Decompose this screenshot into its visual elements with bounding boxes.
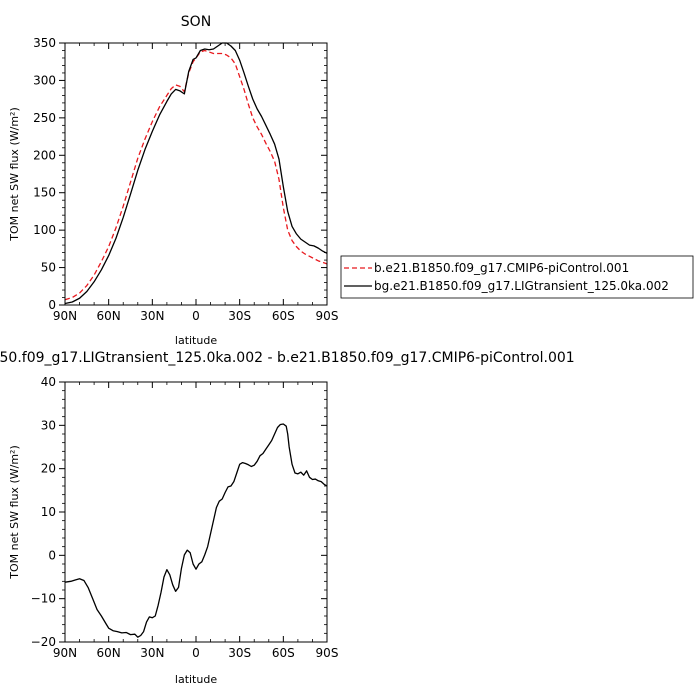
chart-bottom-ytick-label: 10 — [41, 505, 56, 519]
chart-bottom-xlabel: latitude — [175, 673, 217, 686]
chart-bottom-ytick-label: 40 — [41, 375, 56, 389]
chart-top-tick-labels: 90N 60N 30N 0 30S 60S 90S 0 50 100 150 200 250 300 350 — [33, 36, 338, 323]
chart-bottom-tick-labels: 90N 60N 30N 0 30S 60S 90S −20 −10 0 10 20 30 40 — [31, 375, 339, 660]
chart-top-xtick-label: 0 — [192, 309, 200, 323]
chart-bottom-xtick-label: 30S — [228, 646, 251, 660]
chart-bottom-xtick-label: 30N — [140, 646, 164, 660]
chart-bottom-lines — [64, 423, 328, 638]
chart-bottom-xtick-label: 0 — [192, 646, 200, 660]
chart-top-frame — [64, 42, 328, 306]
legend-box — [340, 255, 694, 299]
chart-top-xtick-label: 60N — [97, 309, 121, 323]
chart-bottom-xtick-label: 90N — [53, 646, 77, 660]
chart-top-xtick-label: 30S — [228, 309, 251, 323]
legend-label-lig-transient: bg.e21.B1850.f09_g17.LIGtransient_125.0k… — [374, 279, 669, 293]
chart-top-series-0-line — [64, 49, 328, 301]
chart-top-ytick-label: 50 — [41, 261, 56, 275]
chart-bottom-xtick-label: 60N — [97, 646, 121, 660]
chart-top-xtick-label: 30N — [140, 309, 164, 323]
legend: b.e21.B1850.f09_g17.CMIP6-piControl.001 … — [340, 255, 694, 299]
chart-top-ytick-label: 300 — [33, 73, 56, 87]
chart-top-ytick-label: 150 — [33, 186, 56, 200]
chart-top-xtick-label: 90S — [316, 309, 339, 323]
chart-bottom-ticks — [59, 381, 328, 643]
chart-top-ytick-label: 350 — [33, 36, 56, 50]
chart-bottom-ytick-label: 30 — [41, 418, 56, 432]
chart-top-xtick-label: 60S — [272, 309, 295, 323]
chart-top-ytick-label: 250 — [33, 111, 56, 125]
chart-top-ylabel: TOM net SW flux (W/m²) — [8, 107, 21, 241]
chart-top-lines — [64, 42, 328, 305]
legend-label-pi-control: b.e21.B1850.f09_g17.CMIP6-piControl.001 — [374, 261, 629, 275]
chart-top-ytick-label: 100 — [33, 223, 56, 237]
chart-top-series-1-line — [64, 42, 328, 305]
chart-top-ytick-label: 0 — [48, 298, 56, 312]
chart-bottom-xtick-label: 90S — [316, 646, 339, 660]
chart-top-title: SON — [181, 14, 211, 30]
chart-bottom-ytick-label: 0 — [48, 548, 56, 562]
chart-bottom: bg.e21.B1850.f09_g17.LIGtransient_125.0k… — [0, 350, 575, 686]
chart-top-xtick-label: 90N — [53, 309, 77, 323]
chart-bottom-ylabel: TOM net SW flux (W/m²) — [8, 445, 21, 579]
chart-bottom-series-0-line — [64, 423, 328, 638]
chart-bottom-xtick-label: 60S — [272, 646, 295, 660]
chart-bottom-title: bg.e21.B1850.f09_g17.LIGtransient_125.0k… — [0, 350, 575, 366]
chart-bottom-frame — [64, 381, 328, 643]
chart-top-xlabel: latitude — [175, 334, 217, 347]
chart-bottom-ytick-label: −10 — [31, 592, 56, 606]
chart-top: SON 90N 60N 30N 0 30S 60S 90S 0 50 100 150 200 250 30… — [8, 14, 338, 347]
chart-bottom-ytick-label: 20 — [41, 462, 56, 476]
chart-top-ytick-label: 200 — [33, 148, 56, 162]
chart-bottom-ytick-label: −20 — [31, 635, 56, 649]
